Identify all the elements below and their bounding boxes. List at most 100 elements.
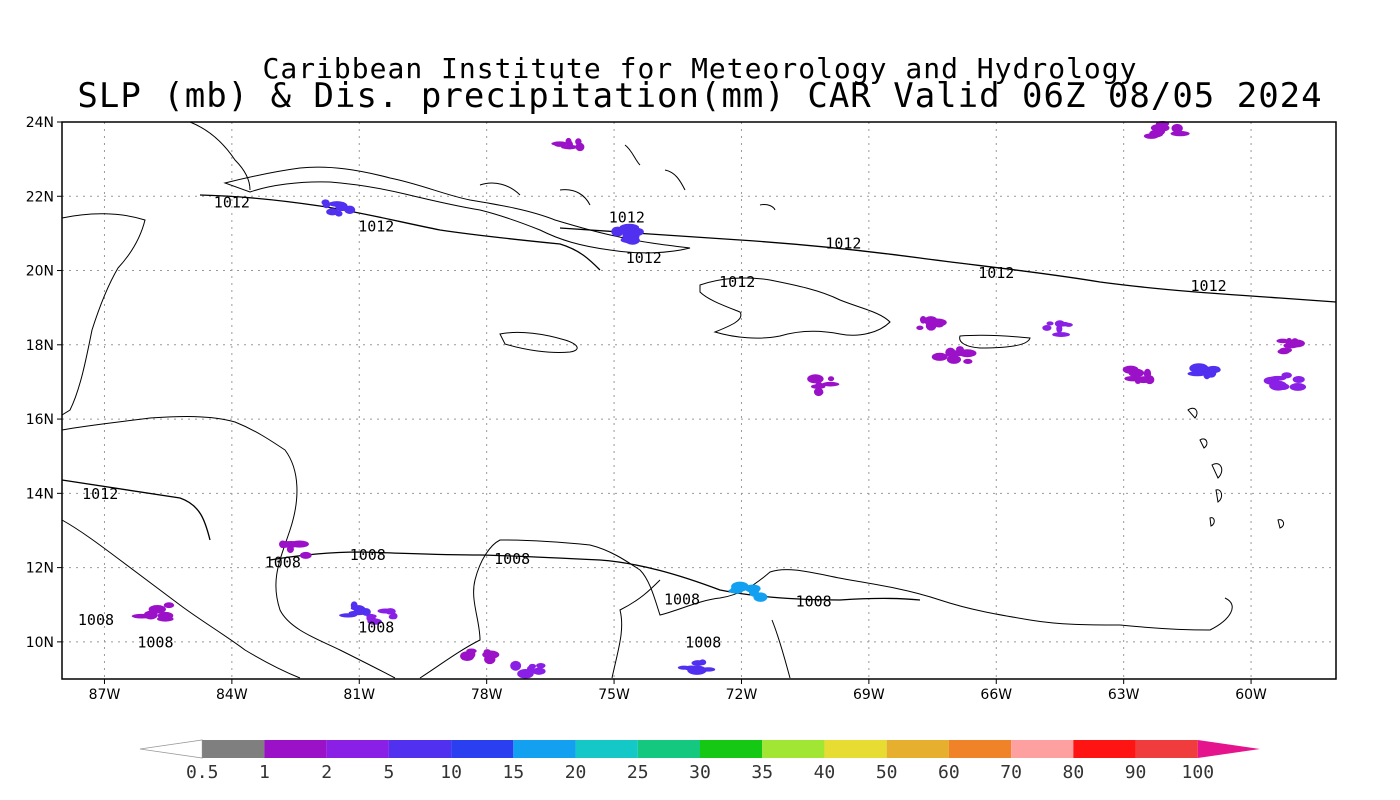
isobar-label: 1012 bbox=[626, 249, 662, 267]
precip-cell bbox=[931, 352, 948, 361]
precip-cell bbox=[1042, 325, 1052, 331]
colorbar-swatch bbox=[513, 740, 576, 758]
colorbar-label: 40 bbox=[814, 762, 836, 783]
precip-cell bbox=[1292, 375, 1305, 383]
precip-cell bbox=[1046, 321, 1054, 326]
precip-cell bbox=[561, 144, 578, 150]
precip-cell bbox=[551, 141, 568, 146]
precip-cell bbox=[536, 662, 546, 669]
precip-cell bbox=[1281, 372, 1292, 379]
colorbar-label: 20 bbox=[565, 762, 587, 783]
precip-cell bbox=[532, 667, 546, 675]
precip-cell bbox=[361, 608, 371, 616]
isobar-label: 1012 bbox=[214, 193, 250, 211]
precip-cell bbox=[286, 545, 294, 553]
lon-tick-label: 72W bbox=[726, 687, 758, 703]
isobar-label: 1012 bbox=[825, 234, 861, 252]
precip-cell bbox=[963, 358, 973, 364]
colorbar-label: 5 bbox=[383, 762, 394, 783]
precip-cell bbox=[1056, 324, 1063, 334]
colorbar-swatch bbox=[575, 740, 638, 758]
precip-cell bbox=[521, 670, 534, 676]
colorbar-label: 70 bbox=[1000, 762, 1022, 783]
colorbar-label: 10 bbox=[440, 762, 462, 783]
isobar-label: 1012 bbox=[719, 273, 755, 291]
lat-tick-label: 16N bbox=[26, 412, 54, 428]
colorbar-swatch bbox=[139, 739, 203, 759]
precip-cell bbox=[1289, 383, 1307, 391]
precip-cell bbox=[1171, 123, 1183, 133]
lat-tick-label: 14N bbox=[26, 486, 54, 502]
isobar-label: 1008 bbox=[796, 593, 832, 611]
precip-cell bbox=[1145, 375, 1155, 385]
precip-cell bbox=[946, 355, 962, 364]
colorbar-swatch bbox=[948, 740, 1012, 758]
lat-tick-label: 10N bbox=[26, 635, 54, 651]
colorbar-swatch bbox=[451, 740, 514, 758]
precip-cell bbox=[1279, 347, 1292, 353]
precip-cell bbox=[624, 235, 640, 245]
lon-tick-label: 63W bbox=[1108, 687, 1140, 703]
precip-cell bbox=[339, 613, 358, 618]
precip-cell bbox=[1288, 339, 1305, 348]
isobar-label: 1008 bbox=[494, 550, 530, 568]
colorbar-swatch bbox=[202, 740, 265, 758]
lon-tick-label: 75W bbox=[598, 687, 630, 703]
precip-cell bbox=[384, 608, 396, 615]
precip-cell bbox=[916, 325, 924, 331]
colorbar-label: 2 bbox=[321, 762, 332, 783]
precip-cell bbox=[131, 613, 152, 619]
precip-cell bbox=[1189, 363, 1209, 374]
isobar-label: 1012 bbox=[82, 485, 118, 503]
title-product: SLP (mb) & Dis. precipitation(mm) CAR Va… bbox=[77, 76, 1323, 116]
colorbar-label: 25 bbox=[627, 762, 649, 783]
precip-cell bbox=[1276, 338, 1289, 344]
isobar-label: 1012 bbox=[1191, 277, 1227, 295]
precip-cell bbox=[1052, 332, 1070, 338]
isobar-label: 1008 bbox=[358, 619, 394, 637]
isobar-label: 1008 bbox=[78, 611, 114, 629]
precip-cell bbox=[163, 602, 175, 609]
lon-tick-label: 84W bbox=[216, 687, 248, 703]
precip-cell bbox=[1187, 371, 1207, 377]
precip-cell bbox=[299, 551, 312, 559]
lat-tick-label: 18N bbox=[26, 338, 54, 354]
colorbar-swatch bbox=[886, 740, 949, 758]
colorbar-label: 80 bbox=[1062, 762, 1084, 783]
precip-cell bbox=[1206, 366, 1221, 374]
colorbar-swatch bbox=[1197, 740, 1260, 758]
lon-tick-label: 78W bbox=[471, 687, 503, 703]
coastlines bbox=[61, 121, 1285, 679]
colorbar-label: 90 bbox=[1125, 762, 1147, 783]
precip-cell bbox=[687, 665, 707, 675]
precip-cell bbox=[335, 201, 348, 212]
colorbar-swatch bbox=[700, 740, 763, 758]
precip-cell bbox=[290, 540, 309, 548]
lat-tick-label: 12N bbox=[26, 561, 54, 577]
axis-labels: 24N 22N 20N 18N 16N 14N 12N 10N 87W 84W 81W 78W 75W 7… bbox=[26, 115, 1267, 703]
precipitation-colorbar: 0.5 1 2 5 10 15 20 25 30 35 40 50 60 70 80 90 100 bbox=[139, 739, 1260, 783]
isobar-label: 1008 bbox=[664, 591, 700, 609]
colorbar-swatch bbox=[637, 740, 700, 758]
precip-cell bbox=[745, 584, 761, 593]
precip-cell bbox=[1269, 380, 1288, 391]
colorbar-swatch bbox=[1135, 740, 1198, 758]
colorbar-swatch bbox=[1011, 740, 1074, 758]
precip-cell bbox=[388, 614, 396, 620]
precipitation-field bbox=[131, 120, 1307, 679]
precip-cell bbox=[1124, 375, 1143, 382]
precip-cell bbox=[677, 665, 691, 670]
colorbar-label: 50 bbox=[876, 762, 898, 783]
precip-cell bbox=[148, 608, 161, 614]
precip-cell bbox=[326, 208, 339, 216]
precip-cell bbox=[157, 611, 174, 620]
colorbar-swatch bbox=[388, 740, 452, 758]
isobar-label: 1008 bbox=[137, 633, 173, 651]
map-frame bbox=[61, 121, 1337, 680]
precip-cell bbox=[817, 390, 824, 395]
isobar-label: 1012 bbox=[978, 264, 1014, 282]
isobar-label: 1012 bbox=[358, 218, 394, 236]
isobar-label: 1008 bbox=[685, 633, 721, 651]
lat-tick-label: 22N bbox=[26, 189, 54, 205]
isobar-labels: 1012 1012 1012 1012 1012 1012 1012 1012 1012 1008… bbox=[78, 193, 1227, 651]
